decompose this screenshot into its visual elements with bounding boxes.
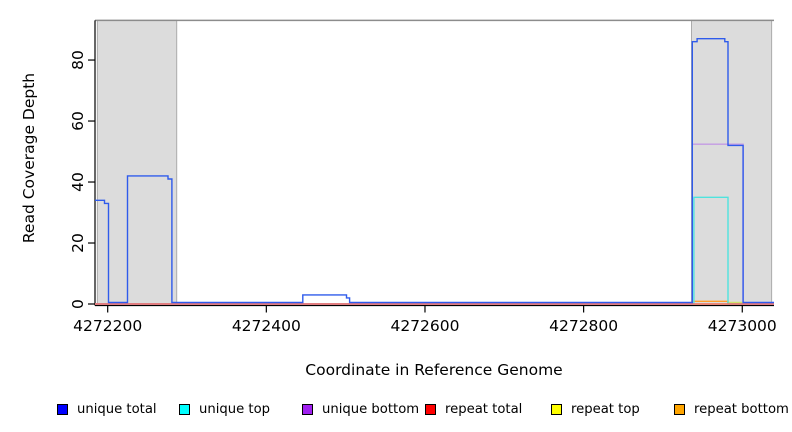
legend-swatch-icon bbox=[551, 404, 562, 415]
repeat-region-shading bbox=[96, 19, 178, 305]
x-tick-label: 4272600 bbox=[390, 317, 459, 335]
x-tick-label: 4272800 bbox=[549, 317, 618, 335]
y-tick-label: 20 bbox=[69, 233, 87, 253]
y-axis-title: Read Coverage Depth bbox=[20, 72, 38, 244]
x-tick-label: 4272400 bbox=[232, 317, 301, 335]
legend-swatch-icon bbox=[425, 404, 436, 415]
legend-label: unique total bbox=[77, 402, 157, 417]
legend-swatch-icon bbox=[179, 404, 190, 415]
legend-swatch-icon bbox=[302, 404, 313, 415]
legend-item-unique-total: unique total bbox=[57, 402, 157, 417]
y-tick-label: 0 bbox=[69, 299, 87, 309]
legend-item-unique-bottom: unique bottom bbox=[302, 402, 419, 417]
legend-swatch-icon bbox=[57, 404, 68, 415]
legend-item-unique-top: unique top bbox=[179, 402, 270, 417]
repeat-region-shading bbox=[691, 19, 773, 305]
legend-label: repeat bottom bbox=[694, 402, 789, 417]
legend-item-repeat-top: repeat top bbox=[551, 402, 640, 417]
plot-svg: 0 20 40 60 80 4272200 4272400 4272600 4272800 427… bbox=[69, 19, 777, 335]
x-tick-label: 4273000 bbox=[708, 317, 777, 335]
legend-label: unique top bbox=[199, 402, 271, 417]
series-unique-top bbox=[95, 196, 774, 305]
series-unique-bottom bbox=[95, 143, 774, 305]
legend-swatch-icon bbox=[674, 404, 685, 415]
legend-label: unique bottom bbox=[322, 402, 420, 417]
y-tick-label: 40 bbox=[69, 172, 87, 192]
y-tick-label: 80 bbox=[69, 50, 87, 70]
y-tick-label: 60 bbox=[69, 111, 87, 131]
legend-item-repeat-total: repeat total bbox=[425, 402, 522, 417]
x-axis-title: Coordinate in Reference Genome bbox=[305, 361, 563, 379]
legend-label: repeat top bbox=[571, 402, 640, 417]
series-unique-total bbox=[95, 38, 774, 304]
x-tick-label: 4272200 bbox=[73, 317, 142, 335]
legend-item-repeat-bottom: repeat bottom bbox=[674, 402, 789, 417]
legend-label: repeat total bbox=[445, 402, 523, 417]
